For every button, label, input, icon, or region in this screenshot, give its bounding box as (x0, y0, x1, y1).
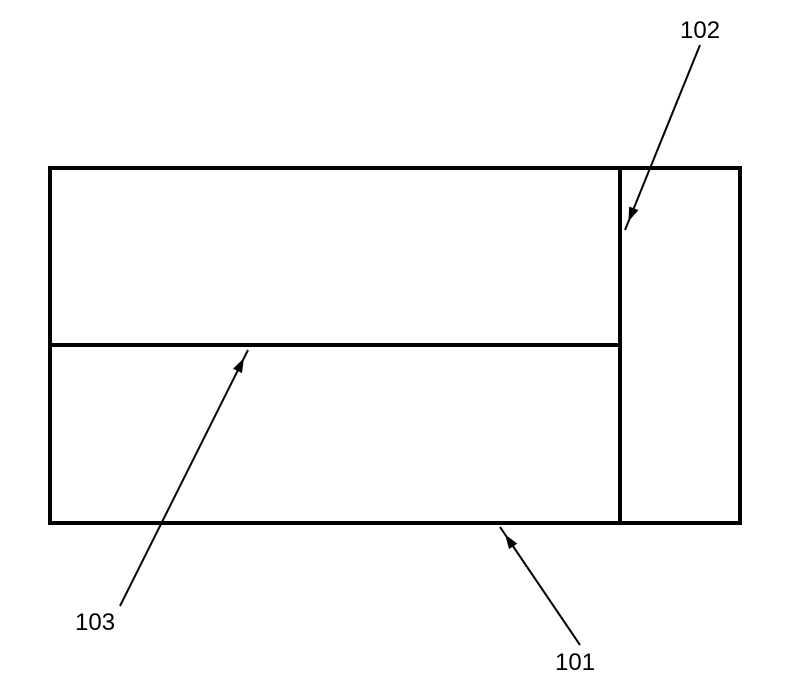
label-103: 103 (75, 609, 115, 636)
technical-diagram: 102 103 101 (0, 0, 785, 694)
diagram-shapes (50, 168, 740, 523)
leader-line-103 (120, 350, 248, 606)
label-101: 101 (555, 649, 595, 676)
label-102: 102 (680, 17, 720, 44)
leader-line-101 (500, 527, 580, 645)
leader-line-102 (625, 45, 700, 230)
